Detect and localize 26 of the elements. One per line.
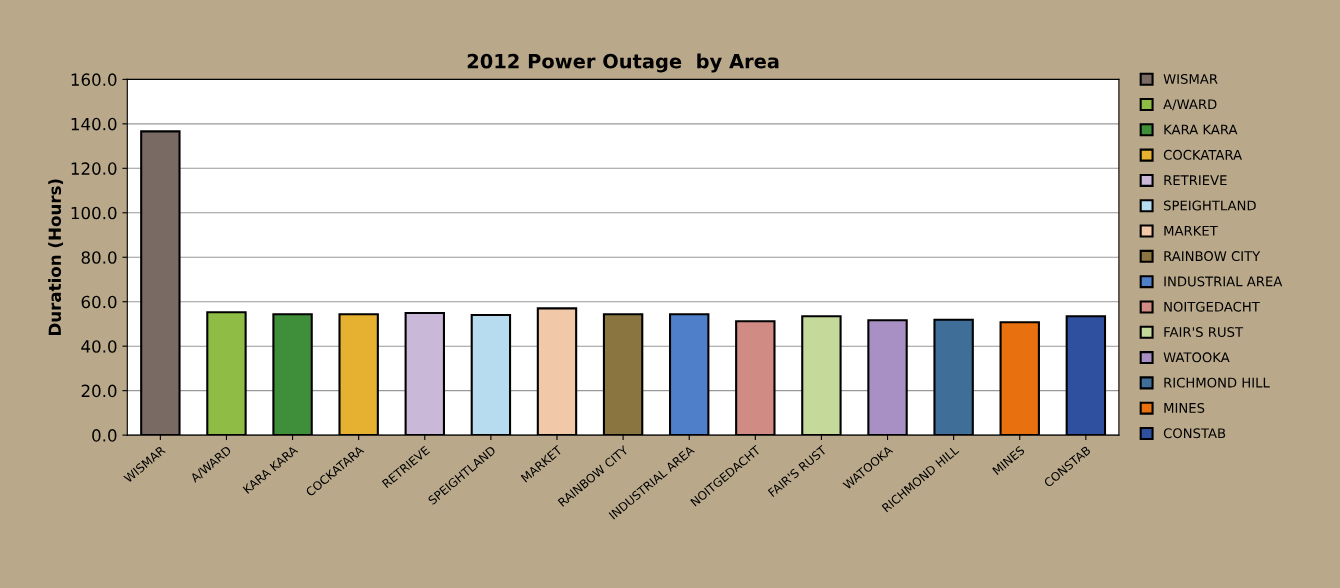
y-tick-label: 40.0 (81, 340, 117, 353)
legend-label: MINES (1164, 402, 1205, 413)
legend-label: MARKET (1164, 225, 1218, 236)
legend-label: RAINBOW CITY (1164, 251, 1261, 262)
legend-label: SPEIGHTLAND (1163, 200, 1256, 211)
legend-label: INDUSTRIAL AREA (1164, 276, 1283, 287)
legend-label: CONSTAB (1163, 428, 1226, 439)
legend-label: RICHMOND HILL (1164, 377, 1270, 388)
y-tick-label: 100.0 (71, 206, 117, 220)
legend-label: RETRIEVE (1164, 175, 1227, 185)
y-tick-label: 160.0 (71, 73, 117, 86)
chart-title: 2012 Power Outage by Area (467, 53, 779, 73)
y-tick-label: 80.0 (81, 251, 117, 264)
y-tick-label: 0.0 (92, 429, 117, 442)
legend-label: KARA KARA (1164, 124, 1238, 135)
y-tick-label: 60.0 (81, 295, 117, 309)
y-tick-label: 20.0 (81, 384, 117, 398)
y-tick-label: 140.0 (71, 117, 117, 131)
y-tick-label: 120.0 (71, 162, 117, 175)
legend-label: FAIR'S RUST (1164, 327, 1244, 337)
legend-label: NOITGEDACHT (1164, 301, 1260, 312)
legend-label: WISMAR (1163, 73, 1218, 84)
legend-label: WATOOKA (1163, 352, 1230, 363)
legend-label: A/WARD (1163, 99, 1217, 111)
legend-label: COCKATARA (1163, 149, 1242, 160)
y-axis-title: Duration (Hours) (48, 179, 64, 336)
